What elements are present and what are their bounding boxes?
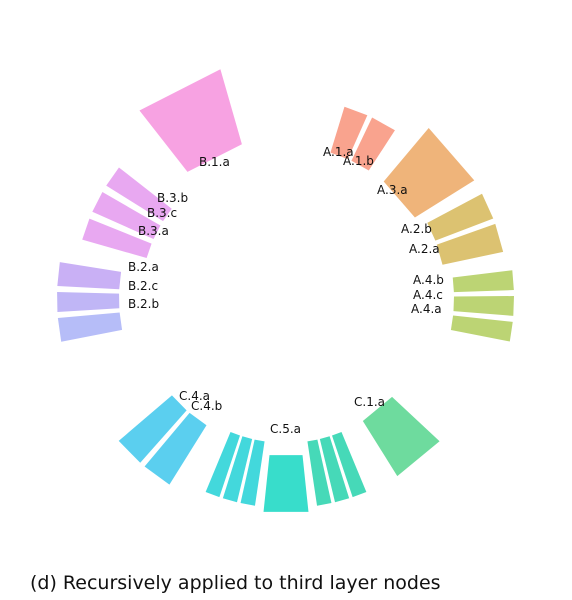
segment-b-2-c (57, 292, 120, 312)
segments-layer (57, 69, 514, 512)
segment-c-1-a (362, 396, 440, 477)
segment-a-4-b (452, 270, 514, 293)
segment-c-3-2 (222, 436, 253, 503)
node-label-a-4-a: A.4.a (411, 302, 442, 316)
circular-layout-diagram: A.1.aA.1.b A.3.a A.2.b A.2.a A.4.bA.4.cA.4.a… (57, 69, 514, 512)
segment-c-5-a (263, 455, 309, 512)
node-label-a-2-b: A.2.b (401, 222, 432, 236)
figure-caption: (d) Recursively applied to third layer n… (30, 572, 441, 594)
segment-c-2-3 (307, 439, 332, 506)
node-label-b-3-a: B.3.a (138, 224, 169, 238)
segment-a-1-a (330, 106, 368, 160)
node-label-b-3-c: B.3.c (147, 206, 177, 220)
node-label-b-2-a: B.2.a (128, 260, 159, 274)
segment-a-2-a (436, 223, 504, 265)
node-label-a-4-b: A.4.b (413, 273, 444, 287)
segment-b-3-b (106, 167, 172, 222)
node-label-a-4-c: A.4.c (413, 288, 443, 302)
segment-a-1-b (351, 117, 395, 171)
node-label-c-4-b: C.4.b (191, 399, 222, 413)
node-label-c-4-a: C.4.a (179, 389, 210, 403)
node-label-b-3-b: B.3.b (157, 191, 188, 205)
node-label-b-2-c: B.2.c (128, 279, 158, 293)
node-label-b-2-b: B.2.b (128, 297, 159, 311)
segment-a-2-b (427, 193, 494, 241)
node-label-a-1-a: A.1.a (323, 145, 354, 159)
segment-c-3-1 (240, 439, 265, 506)
segment-a-4-c (453, 296, 514, 316)
node-label-a-1-b: A.1.b (343, 154, 374, 168)
node-label-c-1-a: C.1.a (354, 395, 385, 409)
segment-c-4-b (118, 395, 187, 463)
segment-b-3-c (92, 192, 161, 240)
labels-layer: A.1.aA.1.b A.3.a A.2.b A.2.a A.4.bA.4.cA.4.a… (128, 145, 444, 436)
segment-c-3-3 (205, 431, 240, 498)
segment-b-2-b (57, 312, 123, 342)
segment-a-3-a (383, 127, 475, 218)
node-label-a-2-a: A.2.a (409, 242, 440, 256)
node-label-a-3-a: A.3.a (377, 183, 408, 197)
segment-b-2-a (57, 262, 122, 290)
segment-b-3-a (82, 218, 152, 259)
segment-c-4-a (144, 412, 207, 485)
node-label-c-5-a: C.5.a (270, 422, 301, 436)
segment-b-1-a (139, 69, 242, 172)
segment-c-2-2 (319, 436, 350, 503)
node-label-b-1-a: B.1.a (199, 155, 230, 169)
segment-c-2-1 (332, 431, 367, 498)
segment-a-4-a (450, 315, 513, 342)
